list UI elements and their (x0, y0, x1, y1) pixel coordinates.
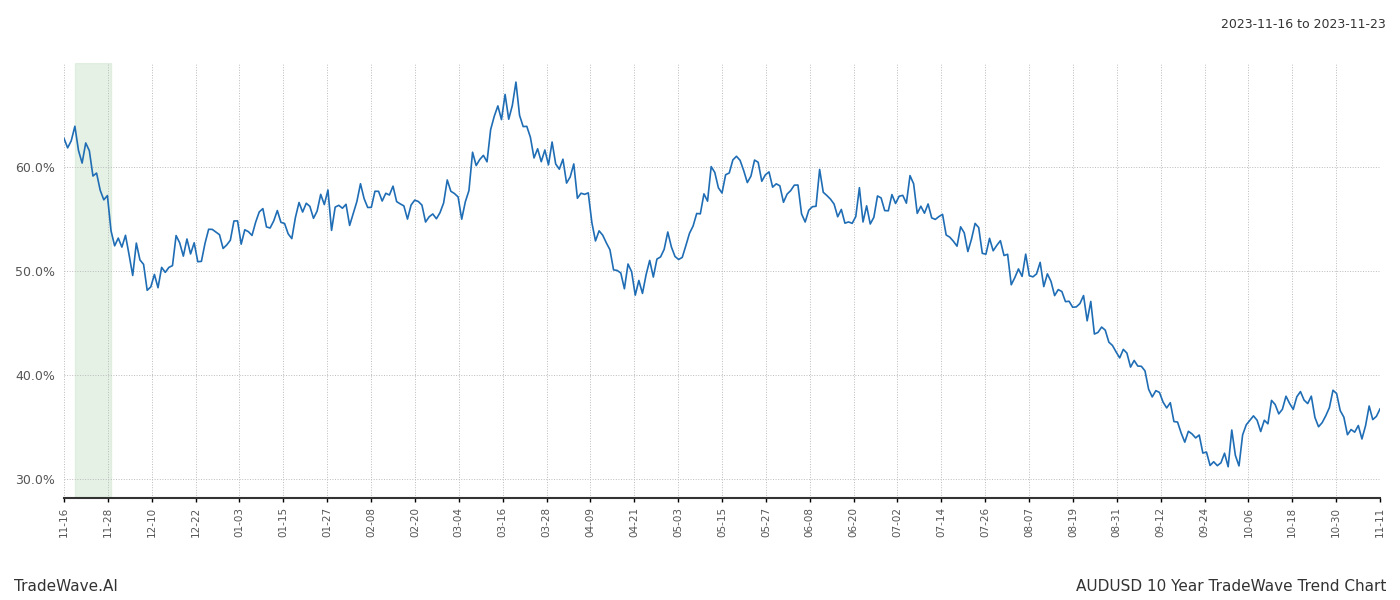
Text: TradeWave.AI: TradeWave.AI (14, 579, 118, 594)
Text: 2023-11-16 to 2023-11-23: 2023-11-16 to 2023-11-23 (1221, 18, 1386, 31)
Text: AUDUSD 10 Year TradeWave Trend Chart: AUDUSD 10 Year TradeWave Trend Chart (1075, 579, 1386, 594)
Bar (74, 63, 111, 498)
